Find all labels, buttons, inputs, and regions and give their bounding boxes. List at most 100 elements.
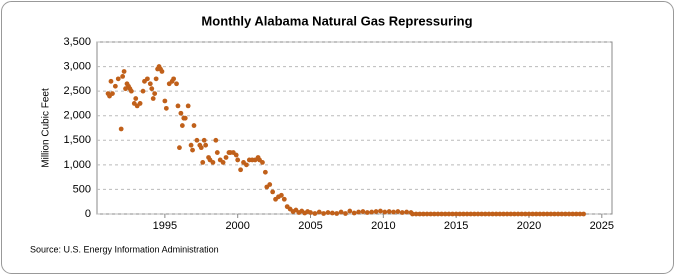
data-point: [194, 137, 200, 143]
data-point: [486, 211, 492, 217]
data-point: [559, 211, 565, 217]
data-point: [360, 209, 366, 214]
data-point: [450, 211, 455, 217]
data-point: [235, 157, 241, 163]
data-point: [267, 182, 273, 187]
data-point: [118, 126, 124, 132]
data-point: [404, 209, 410, 215]
data-point: [581, 211, 586, 217]
data-point: [191, 123, 197, 128]
data-point: [577, 211, 583, 217]
data-point: [446, 211, 452, 217]
data-point: [548, 211, 554, 217]
data-point: [278, 192, 284, 198]
data-point: [153, 76, 159, 82]
data-point: [533, 211, 539, 217]
data-point: [515, 211, 521, 217]
data-point: [364, 210, 370, 215]
data-point: [497, 211, 503, 217]
x-tick-label: 2025: [590, 220, 614, 232]
data-point: [329, 210, 335, 216]
y-tick-label: 3,500: [63, 36, 91, 48]
x-tick-label: 2000: [225, 220, 249, 232]
y-tick-label: 1,000: [63, 159, 91, 171]
data-point: [522, 211, 528, 217]
data-point: [325, 210, 331, 215]
data-point: [566, 211, 572, 217]
data-point: [262, 169, 268, 175]
data-point: [110, 91, 115, 96]
data-point: [244, 162, 249, 168]
data-point: [378, 208, 383, 214]
data-point: [541, 211, 546, 217]
data-point: [420, 211, 426, 217]
data-point: [321, 211, 327, 216]
data-point: [175, 103, 181, 109]
data-point: [544, 211, 550, 217]
data-point: [149, 86, 155, 92]
data-point: [210, 160, 216, 165]
data-point: [475, 211, 481, 217]
x-tick-label: 2010: [371, 220, 395, 232]
data-point: [382, 209, 388, 215]
data-point: [213, 137, 219, 143]
y-axis-label: Million Cubic Feet: [41, 88, 52, 168]
data-point: [312, 211, 318, 216]
data-point: [137, 101, 143, 106]
data-point: [439, 211, 444, 217]
y-tick-label: 0: [85, 208, 91, 220]
data-point: [526, 211, 532, 217]
data-point: [108, 78, 114, 84]
data-point: [428, 211, 434, 217]
y-tick-label: 3,000: [63, 60, 91, 72]
data-point: [501, 211, 506, 217]
data-point: [121, 69, 127, 74]
data-point: [490, 211, 495, 217]
data-point: [395, 209, 401, 214]
data-point: [144, 76, 150, 82]
data-point: [464, 211, 470, 217]
data-point: [200, 160, 206, 165]
data-point: [177, 145, 182, 151]
data-point: [182, 115, 188, 121]
data-point: [431, 211, 437, 217]
data-point: [281, 196, 287, 202]
data-point: [442, 211, 448, 217]
data-point: [343, 211, 348, 216]
data-point: [453, 211, 459, 217]
data-point: [223, 155, 229, 160]
data-point: [413, 211, 419, 217]
data-point: [163, 105, 169, 111]
data-point: [198, 145, 204, 151]
data-point: [316, 209, 322, 215]
y-tick-label: 1,500: [63, 134, 91, 146]
data-point: [399, 210, 405, 215]
data-point: [356, 209, 361, 215]
data-point: [537, 211, 543, 217]
y-tick-label: 500: [73, 183, 91, 195]
data-point: [188, 142, 194, 148]
y-tick-label: 2,000: [63, 110, 91, 122]
data-point: [457, 211, 463, 217]
data-point: [482, 211, 488, 217]
data-point: [140, 88, 146, 94]
data-point: [410, 211, 415, 217]
x-tick-label: 1995: [153, 220, 177, 232]
data-point: [373, 209, 379, 214]
data-point: [347, 208, 353, 214]
data-point: [178, 110, 184, 116]
data-point: [493, 211, 499, 217]
x-tick-label: 2020: [517, 220, 541, 232]
data-point: [471, 211, 477, 217]
data-point: [201, 137, 207, 143]
data-point: [417, 211, 423, 217]
data-point: [115, 76, 121, 82]
data-point: [174, 81, 179, 87]
data-point: [461, 211, 466, 217]
data-point: [573, 211, 579, 217]
data-point: [270, 189, 276, 195]
data-point: [552, 211, 557, 217]
